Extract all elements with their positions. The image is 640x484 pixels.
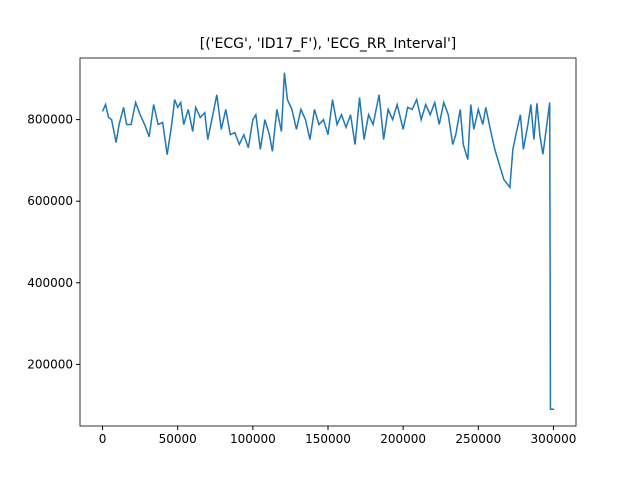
line [101, 72, 555, 411]
y-tick-label: 800000 [27, 113, 73, 127]
y-tick-label: 600000 [27, 194, 73, 208]
y-tick-label: 200000 [27, 357, 73, 371]
x-tick-label: 300000 [531, 432, 577, 446]
x-tick-label: 0 [99, 432, 107, 446]
x-tick-label: 200000 [380, 432, 426, 446]
x-tick-label: 50000 [159, 432, 197, 446]
plot-frame [79, 57, 577, 427]
x-tick-label: 150000 [305, 432, 351, 446]
y-tick-label: 400000 [27, 276, 73, 290]
chart-title: [('ECG', 'ID17_F'), 'ECG_RR_Interval'] [200, 36, 457, 52]
x-tick-label: 250000 [455, 432, 501, 446]
x-tick-label: 100000 [230, 432, 276, 446]
